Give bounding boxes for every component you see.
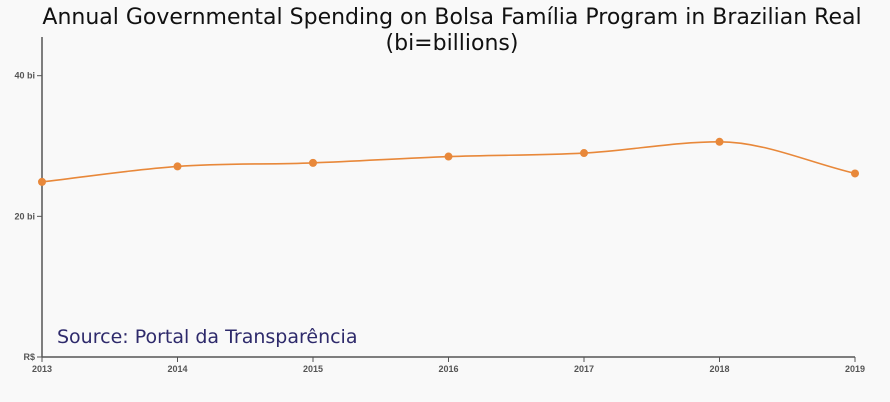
tick-labels: 2013 2014 2015 2016 2017 2018 2019 R$ 20 bi 40 bi (14, 71, 865, 374)
x-tick-label: 2018 (709, 364, 729, 374)
data-point (851, 169, 859, 178)
x-tick-label: 2016 (438, 364, 458, 374)
data-point (38, 177, 46, 186)
data-point (173, 162, 182, 171)
y-tick-label: 20 bi (14, 211, 35, 221)
series-group (38, 137, 859, 186)
data-point (444, 152, 453, 161)
data-point (715, 137, 724, 146)
chart-title-block: Annual Governmental Spending on Bolsa Fa… (0, 5, 890, 57)
series-line (41, 140, 856, 183)
x-tick-label: 2017 (574, 364, 594, 374)
x-tick-label: 2019 (845, 364, 865, 374)
x-tick-label: 2013 (32, 364, 52, 374)
x-tick-label: 2014 (167, 364, 187, 374)
chart-subtitle: (bi=billions) (385, 31, 519, 56)
data-point (309, 158, 317, 167)
data-point (580, 149, 588, 158)
y-tick-label: R$ (23, 352, 35, 362)
x-tick-label: 2015 (303, 364, 323, 374)
chart-title: Annual Governmental Spending on Bolsa Fa… (42, 5, 862, 30)
source-annotation: Source: Portal da Transparência (57, 326, 357, 348)
axes (37, 37, 856, 362)
y-tick-label: 40 bi (14, 71, 35, 81)
